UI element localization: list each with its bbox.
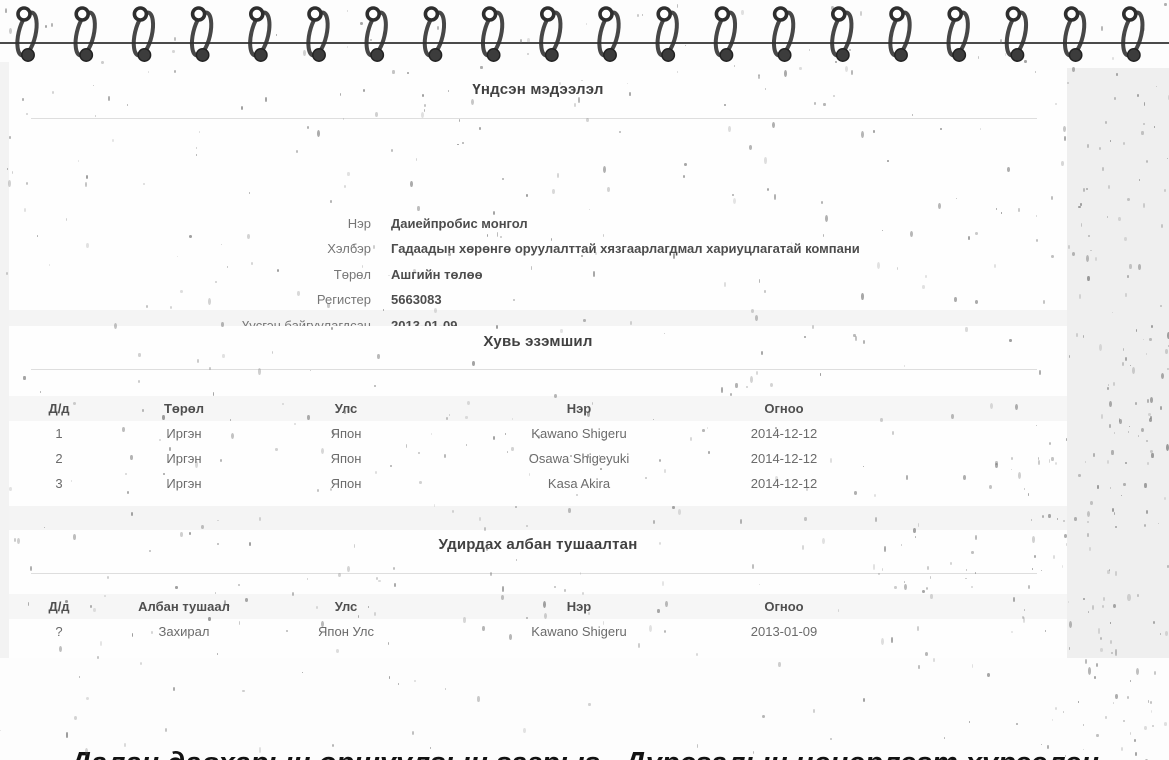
section-gap bbox=[9, 506, 1067, 530]
binding-baseline bbox=[0, 42, 1169, 44]
spiral-binding-rings bbox=[15, 6, 1145, 62]
col-header: Улс bbox=[259, 594, 433, 619]
cell: Япон bbox=[330, 451, 362, 466]
section-title-ownership: Хувь эзэмшил bbox=[483, 333, 593, 350]
col-header: Төрөл bbox=[109, 396, 259, 421]
cell: Захирал bbox=[158, 624, 210, 639]
field-row-form: Хэлбэр Гадаадын хөрөнгө оруулалттай хязг… bbox=[9, 241, 1067, 266]
title-divider bbox=[31, 369, 1037, 370]
cell: Япон bbox=[330, 476, 362, 491]
management-section: Удирдах албан тушаалтан Д/д Албан тушаал… bbox=[9, 530, 1067, 658]
field-value: 5663083 bbox=[391, 292, 442, 308]
field-row-name: Нэр Даиейпробис монгол bbox=[9, 216, 1067, 241]
cell: 2014-12-12 bbox=[750, 451, 818, 466]
cell: Kawano Shigeru bbox=[531, 426, 627, 441]
table-row: 3 Иргэн Япон Kasa Akira 2014-12-12 bbox=[9, 471, 1067, 496]
field-value: Даиейпробис монгол bbox=[391, 216, 528, 231]
management-table: Д/д Албан тушаал Улс Нэр Огноо ? Захирал… bbox=[9, 594, 1067, 644]
cell: Kasa Akira bbox=[547, 476, 611, 491]
col-header: Нэр bbox=[433, 594, 725, 619]
table-row: 1 Иргэн Япон Kawano Shigeru 2014-12-12 bbox=[9, 421, 1067, 446]
field-value: Гадаадын хөрөнгө оруулалттай хязгаарлагд… bbox=[391, 241, 860, 257]
title-divider bbox=[31, 118, 1037, 119]
section-gap bbox=[9, 310, 1067, 326]
field-label: Регистер bbox=[316, 292, 371, 308]
field-row-register: Регистер 5663083 bbox=[9, 292, 1067, 317]
cell: 3 bbox=[55, 476, 63, 491]
caption-line-1: Далан давхарын оршуулгын газрыг Дурсгалы… bbox=[0, 744, 1169, 760]
cell: 1 bbox=[55, 426, 63, 441]
cell: Kawano Shigeru bbox=[531, 624, 627, 639]
left-margin-strip bbox=[0, 62, 9, 658]
title-divider bbox=[31, 573, 1037, 574]
col-header: Д/д bbox=[9, 594, 109, 619]
cell: ? bbox=[55, 624, 63, 639]
col-header: Албан тушаал bbox=[109, 594, 259, 619]
cell: Япон Улс bbox=[318, 624, 374, 639]
col-header: Нэр bbox=[433, 396, 725, 421]
cell: 2014-12-12 bbox=[750, 476, 818, 491]
section-title-management: Удирдах албан тушаалтан bbox=[438, 536, 638, 553]
cell: Иргэн bbox=[166, 426, 202, 441]
col-header: Огноо bbox=[725, 594, 843, 619]
table-header-row: Д/д Төрөл Улс Нэр Огноо bbox=[9, 396, 1067, 421]
table-row: ? Захирал Япон Улс Kawano Shigeru 2013-0… bbox=[9, 619, 1067, 644]
cell: 2013-01-09 bbox=[750, 624, 818, 639]
field-value: Ашгийн төлөө bbox=[391, 266, 483, 282]
col-header: Огноо bbox=[725, 396, 843, 421]
field-row-type: Төрөл Ашгийн төлөө bbox=[9, 267, 1067, 292]
cell: Иргэн bbox=[166, 451, 202, 466]
right-margin-strip bbox=[1067, 68, 1169, 658]
cell: Osawa Shigeyuki bbox=[528, 451, 630, 466]
ownership-section: Хувь эзэмшил Д/д Төрөл Улс Нэр Огноо 1 И… bbox=[9, 326, 1067, 506]
cell: 2014-12-12 bbox=[750, 426, 818, 441]
section-title-basic: Үндсэн мэдээлэл bbox=[472, 81, 604, 98]
ownership-table: Д/д Төрөл Улс Нэр Огноо 1 Иргэн Япон Kaw… bbox=[9, 396, 1067, 496]
field-label: Төрөл bbox=[333, 266, 371, 282]
field-label: Хэлбэр bbox=[327, 241, 371, 257]
table-header-row: Д/д Албан тушаал Улс Нэр Огноо bbox=[9, 594, 1067, 619]
cell: Япон bbox=[330, 426, 362, 441]
cell: Иргэн bbox=[166, 476, 202, 491]
table-row: 2 Иргэн Япон Osawa Shigeyuki 2014-12-12 bbox=[9, 446, 1067, 471]
basic-info-section: Үндсэн мэдээлэл Нэр Даиейпробис монгол Х… bbox=[9, 70, 1067, 358]
col-header: Улс bbox=[259, 396, 433, 421]
news-caption: Далан давхарын оршуулгын газрыг Дурсгалы… bbox=[0, 668, 1169, 760]
field-label: Нэр bbox=[347, 216, 371, 231]
cell: 2 bbox=[55, 451, 63, 466]
col-header: Д/д bbox=[9, 396, 109, 421]
